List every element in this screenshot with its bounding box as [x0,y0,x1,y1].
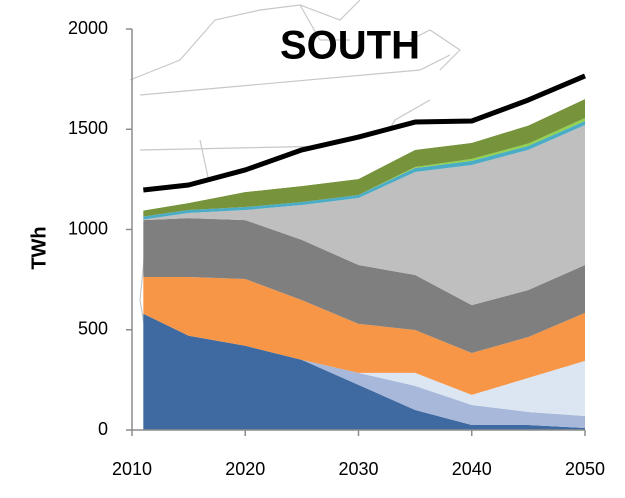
area [143,218,585,354]
chart-title: SOUTH [280,24,420,68]
x-tick-label: 2020 [225,459,265,479]
area [143,313,585,430]
y-axis-label: TWh [28,226,50,269]
x-tick-label: 2040 [452,459,492,479]
total-line [143,73,586,193]
y-tick-label: 1000 [68,218,108,238]
y-tick-label: 0 [98,419,108,439]
y-tick-label: 1500 [68,118,108,138]
x-tick-label: 2030 [338,459,378,479]
area [143,125,585,306]
x-tick-label: 2010 [112,459,152,479]
area [143,277,585,395]
area [143,313,585,416]
x-tick-label: 2050 [565,459,605,479]
y-tick-label: 500 [78,319,108,339]
area [143,98,585,217]
area [143,313,585,428]
y-tick-label: 2000 [68,18,108,38]
area [143,75,585,211]
